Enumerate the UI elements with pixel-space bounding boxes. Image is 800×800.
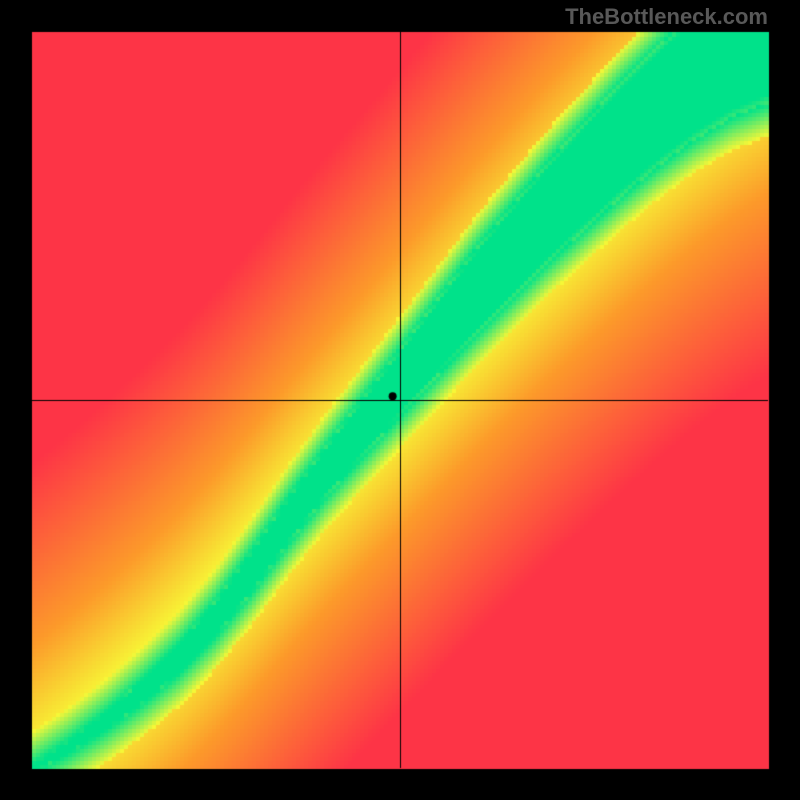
chart-container: TheBottleneck.com [0, 0, 800, 800]
bottleneck-heatmap [0, 0, 800, 800]
watermark-text: TheBottleneck.com [565, 4, 768, 30]
